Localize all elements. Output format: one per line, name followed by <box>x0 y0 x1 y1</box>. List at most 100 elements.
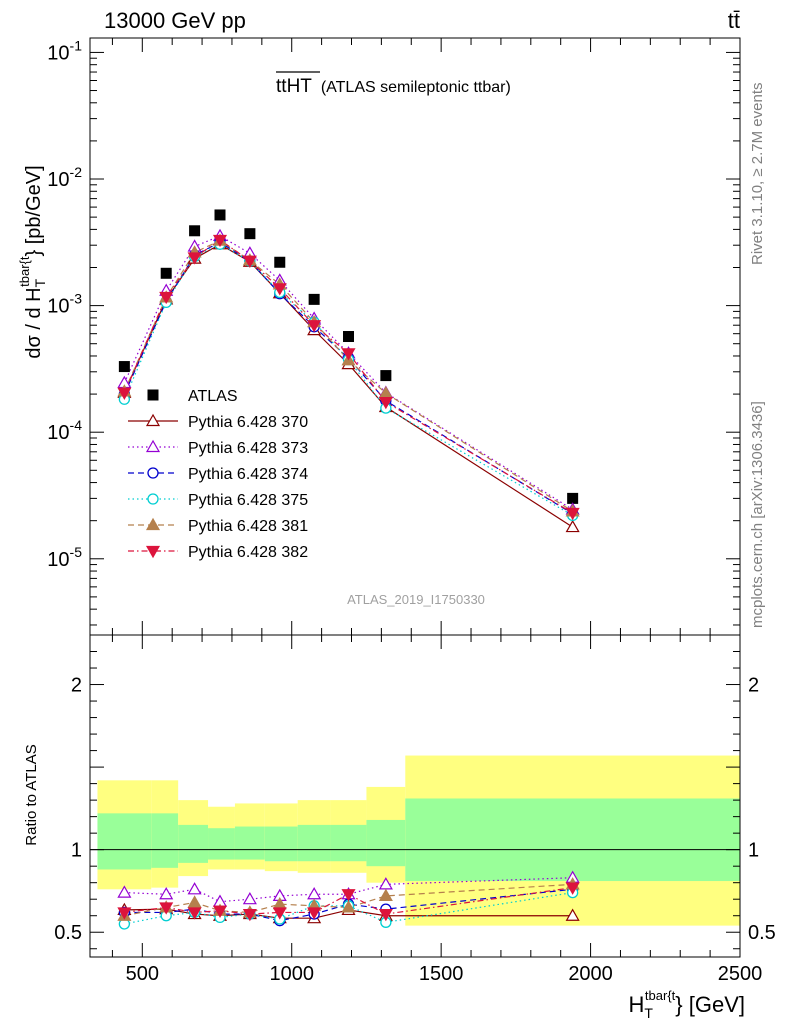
main-point-pythia-6-428-382 <box>159 291 174 305</box>
main-point-pythia-6-428-370 <box>565 519 580 533</box>
ratio-point-pythia-6-428-382 <box>272 907 287 920</box>
ratio-xlabel: HTtbar{t} [GeV] <box>628 988 745 1021</box>
legend-marker-pythia-6-428-381 <box>145 517 161 531</box>
ratio-line-pythia-6-428-382 <box>124 887 573 915</box>
ratio-plot-frame <box>89 634 741 958</box>
main-ytick-label: 10-5 <box>47 544 82 571</box>
ratio-point-pythia-6-428-373 <box>242 891 257 905</box>
ratio-point-pythia-6-428-373 <box>307 887 322 900</box>
ratio-point-pythia-6-428-382 <box>341 889 356 902</box>
ratio-axes: 0.5 0.51 12 2500 1000 1500 2000 2500 <box>54 635 776 985</box>
ratio-line-pythia-6-428-381 <box>124 883 573 917</box>
main-point-atlas <box>214 209 226 221</box>
ratio-point-pythia-6-428-381 <box>187 895 202 908</box>
main-ylabel: dσ / d HTtbar{t} [pb/GeV] <box>17 165 48 358</box>
ratio-line-pythia-6-428-370 <box>124 908 573 919</box>
ratio-xlabel-sup: tbar{t <box>645 988 676 1003</box>
ratio-xtick-label: 1500 <box>419 963 464 985</box>
main-point-pythia-6-428-382 <box>117 387 132 400</box>
legend-label-pythia-6-428-381: Pythia 6.428 381 <box>188 518 308 535</box>
analysis-label: ATLAS_2019_I1750330 <box>347 592 485 607</box>
main-ytick-base: 10 <box>47 422 69 444</box>
main-point-atlas <box>567 492 579 504</box>
main-point-atlas <box>308 293 320 305</box>
ratio-point-pythia-6-428-373 <box>117 885 132 898</box>
main-ytick-exponent: -4 <box>70 417 83 433</box>
main-line-pythia-6-428-381 <box>123 239 573 512</box>
legend-marker-pythia-6-428-370 <box>145 413 161 427</box>
ratio-ytick-label-right: 1 <box>748 840 759 862</box>
main-line-pythia-6-428-375 <box>123 243 573 516</box>
legend-marker-atlas <box>147 389 159 401</box>
main-point-atlas <box>274 256 286 268</box>
legend: ATLAS Pythia 6.428 370 Pythia 6.428 373 Pyt… <box>128 388 308 561</box>
ratio-xtick-label: 500 <box>126 963 159 985</box>
band-green <box>208 828 235 860</box>
ratio-series <box>117 870 580 930</box>
plot-title-overline: HT <box>287 76 313 97</box>
main-point-pythia-6-428-382 <box>242 255 257 268</box>
plot-title-main: tt <box>276 76 287 97</box>
band-green <box>366 819 406 867</box>
main-point-atlas <box>189 225 201 237</box>
main-ytick-label: 10-1 <box>47 37 82 64</box>
ratio-ylabel: Ratio to ATLAS <box>23 744 40 845</box>
main-point-pythia-6-428-382 <box>187 252 202 265</box>
legend-label-pythia-6-428-374: Pythia 6.428 374 <box>188 466 308 483</box>
legend-marker-pythia-6-428-374 <box>147 467 159 479</box>
ratio-ytick-label-left: 1 <box>71 840 82 862</box>
band-green <box>151 813 179 868</box>
main-line-pythia-6-428-370 <box>123 243 573 528</box>
energy-label: 13000 GeV pp <box>104 8 246 33</box>
plot-title: ttHT (ATLAS semileptonic ttbar) <box>276 76 511 97</box>
ratio-point-pythia-6-428-370 <box>565 908 580 921</box>
main-ytick-exponent: -3 <box>70 291 83 307</box>
ratio-point-pythia-6-428-382 <box>187 907 202 920</box>
main-point-atlas <box>244 228 256 240</box>
ratio-point-pythia-6-428-382 <box>307 907 322 920</box>
band-green <box>178 824 209 863</box>
ratio-point-pythia-6-428-382 <box>117 907 132 920</box>
main-point-atlas <box>380 370 392 382</box>
main-ylabel-sup: tbar{t <box>17 256 32 287</box>
main-ytick-label: 10-3 <box>47 291 82 318</box>
ratio-point-pythia-6-428-381 <box>341 900 356 913</box>
main-point-pythia-6-428-382 <box>378 396 393 410</box>
ratio-ytick-label-left: 0.5 <box>54 922 82 944</box>
ratio-xtick-label: 2000 <box>568 963 613 985</box>
main-ylabel-prefix: dσ / d H <box>23 287 45 358</box>
main-line-pythia-6-428-373 <box>123 235 573 511</box>
plot-title-sub: (ATLAS semileptonic ttbar) <box>321 79 511 96</box>
ratio-point-pythia-6-428-381 <box>378 888 393 902</box>
ratio-xtick-label: 2500 <box>718 963 763 985</box>
ratio-xlabel-sub: T <box>644 1005 653 1021</box>
main-point-atlas <box>118 361 130 373</box>
rivet-label: Rivet 3.1.10, ≥ 2.7M events <box>749 83 766 266</box>
main-point-pythia-6-428-382 <box>341 348 356 361</box>
main-point-pythia-6-428-382 <box>565 507 580 521</box>
main-ytick-base: 10 <box>47 169 69 191</box>
legend-marker-pythia-6-428-373 <box>145 439 161 453</box>
ratio-point-pythia-6-428-382 <box>212 905 228 918</box>
ratio-point-pythia-6-428-382 <box>378 908 393 922</box>
main-ylabel-sub: T <box>32 278 48 287</box>
main-point-pythia-6-428-382 <box>272 283 287 296</box>
process-label: tt̄ <box>728 8 740 33</box>
main-ytick-label: 10-2 <box>47 164 82 191</box>
main-panel: 10-510-410-310-210-1 ttHT (ATLAS semilep… <box>17 37 741 636</box>
band-green <box>405 798 740 882</box>
ratio-point-pythia-6-428-382 <box>565 882 580 895</box>
main-point-pythia-6-428-382 <box>307 320 322 333</box>
ratio-point-pythia-6-428-382 <box>159 902 174 915</box>
ratio-ytick-label-right: 0.5 <box>748 922 776 944</box>
band-green <box>234 826 265 860</box>
legend-label-pythia-6-428-373: Pythia 6.428 373 <box>188 440 308 457</box>
main-ytick-exponent: -1 <box>70 37 83 53</box>
ratio-xlabel-prefix: H <box>628 992 644 1017</box>
band-green <box>330 824 367 862</box>
ratio-point-pythia-6-428-373 <box>159 887 174 900</box>
main-ylabel-suffix: } [pb/GeV] <box>23 165 45 256</box>
ratio-bands <box>97 755 740 926</box>
main-point-atlas <box>160 267 172 279</box>
